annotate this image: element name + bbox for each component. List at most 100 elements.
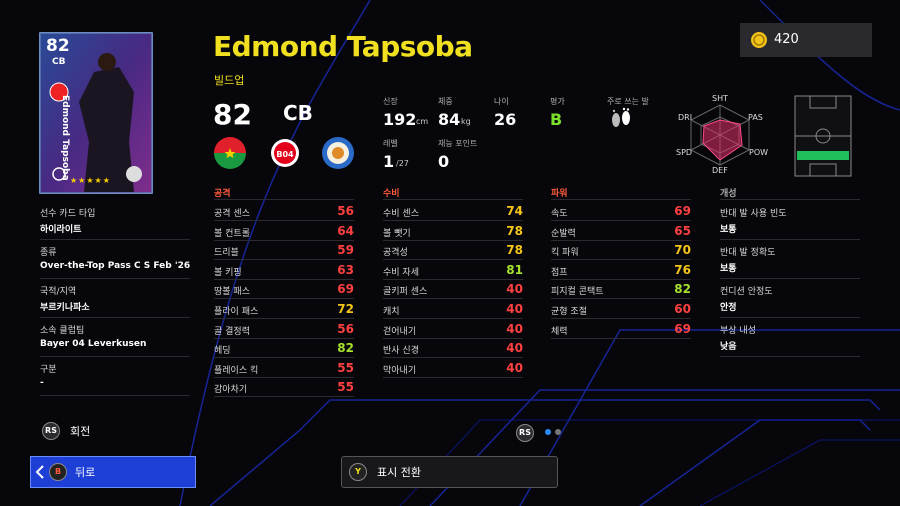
page-dot: [555, 429, 561, 435]
stat-value: 74: [506, 204, 523, 218]
row-divider: [383, 199, 523, 200]
personality-value: 안정: [720, 303, 737, 313]
row-divider: [720, 199, 860, 200]
stat-name: 속도: [551, 209, 568, 219]
personality-label: 반대 발 사용 빈도: [720, 209, 787, 219]
info-value: 부르키나파소: [40, 303, 90, 313]
row-divider: [551, 259, 691, 261]
profile-value: 26: [494, 110, 517, 129]
back-label[interactable]: 뒤로: [75, 466, 96, 479]
personality-value: 보통: [720, 225, 737, 235]
stat-value: 55: [337, 360, 354, 375]
playstyle: 빌드업: [214, 74, 245, 87]
nationality-club-icons: B04: [214, 137, 354, 169]
row-divider: [214, 396, 354, 398]
profile-value: 192: [383, 110, 417, 129]
row-divider: [40, 278, 190, 279]
profile-unit: kg: [461, 117, 471, 126]
stat-value: 76: [674, 262, 691, 277]
stat-name: 플레이스 킥: [214, 365, 259, 376]
player-card: [39, 32, 153, 194]
row-divider: [214, 357, 354, 359]
radar-chart: [690, 104, 750, 166]
row-divider: [383, 278, 523, 280]
player-name: Edmond Tapsoba: [213, 30, 473, 63]
stat-value: 69: [337, 282, 354, 297]
stat-value: 64: [337, 223, 354, 238]
stat-value: 69: [674, 321, 691, 336]
back-arrow: [35, 465, 44, 479]
position-pitch: [794, 95, 852, 177]
row-divider: [383, 239, 523, 241]
stat-name: 균형 조절: [551, 307, 587, 317]
personality-label: 부상 내성: [720, 326, 756, 336]
row-divider: [551, 220, 691, 221]
card-position: CB: [52, 57, 66, 67]
toggle-label[interactable]: 표시 전환: [377, 466, 421, 479]
info-label: 소속 클럽팀: [40, 326, 85, 336]
stat-name: 수비 자세: [383, 267, 419, 278]
info-value: -: [40, 378, 44, 388]
stat-name: 감아차기: [214, 385, 248, 396]
row-divider: [214, 259, 354, 261]
radar-label: DRI: [678, 113, 693, 122]
row-divider: [551, 278, 691, 280]
radar-label: PAS: [748, 113, 763, 122]
stat-value: 40: [506, 321, 523, 336]
row-divider: [551, 318, 691, 319]
row-divider: [383, 220, 523, 221]
player-position: CB: [283, 101, 313, 125]
profile-label: 재능 포인트: [438, 139, 478, 148]
profile-unit: /27: [396, 159, 409, 168]
profile-value: 1: [383, 152, 395, 171]
group-title: 파워: [551, 189, 568, 199]
stat-value: 65: [674, 223, 691, 238]
row-divider: [214, 337, 354, 339]
info-value: 하이라이트: [40, 225, 82, 235]
toggle-display-button[interactable]: [341, 456, 558, 488]
personality-label: 반대 발 정확도: [720, 248, 776, 258]
profile-value: B: [550, 110, 563, 129]
row-divider: [383, 337, 523, 339]
radar-label: SPD: [676, 148, 693, 157]
row-divider: [551, 239, 691, 241]
row-divider: [214, 220, 354, 221]
row-divider: [720, 278, 860, 279]
stat-name: 볼 키핑: [214, 267, 242, 278]
profile-value: 84: [438, 110, 461, 129]
radar-label: DEF: [712, 166, 728, 175]
stat-value: 81: [506, 262, 523, 277]
row-divider: [40, 239, 190, 240]
stat-value: 56: [337, 321, 354, 336]
page-key: RS: [516, 424, 534, 442]
stat-name: 볼 뺏기: [383, 228, 411, 239]
info-value: Bayer 04 Leverkusen: [40, 339, 147, 349]
stat-name: 드리블: [214, 248, 239, 259]
back-key: B: [49, 463, 67, 481]
stat-name: 킥 파워: [551, 248, 579, 259]
row-divider: [551, 337, 691, 339]
row-divider: [720, 356, 860, 357]
stat-value: 72: [337, 302, 354, 316]
stat-value: 70: [674, 243, 691, 258]
card-stars: ★★★★★: [70, 176, 111, 185]
stat-value: 60: [674, 302, 691, 316]
info-label: 국적/지역: [40, 287, 77, 297]
group-title: 수비: [383, 189, 400, 199]
stat-name: 캐치: [383, 307, 400, 317]
stat-name: 볼 컨트롤: [214, 228, 250, 239]
stat-value: 40: [506, 341, 523, 356]
info-label: 구분: [40, 365, 57, 375]
info-label: 선수 카드 타입: [40, 209, 96, 219]
stat-name: 공격 센스: [214, 209, 250, 219]
rotate-label: 회전: [70, 425, 91, 438]
profile-label: 레벨: [383, 139, 398, 148]
row-divider: [383, 357, 523, 359]
rotate-key: RS: [42, 422, 60, 440]
info-label: 종류: [40, 248, 57, 258]
stat-value: 59: [337, 243, 354, 258]
stat-value: 78: [506, 243, 523, 258]
group-title: 공격: [214, 189, 231, 199]
page-dot-active: [545, 429, 551, 435]
